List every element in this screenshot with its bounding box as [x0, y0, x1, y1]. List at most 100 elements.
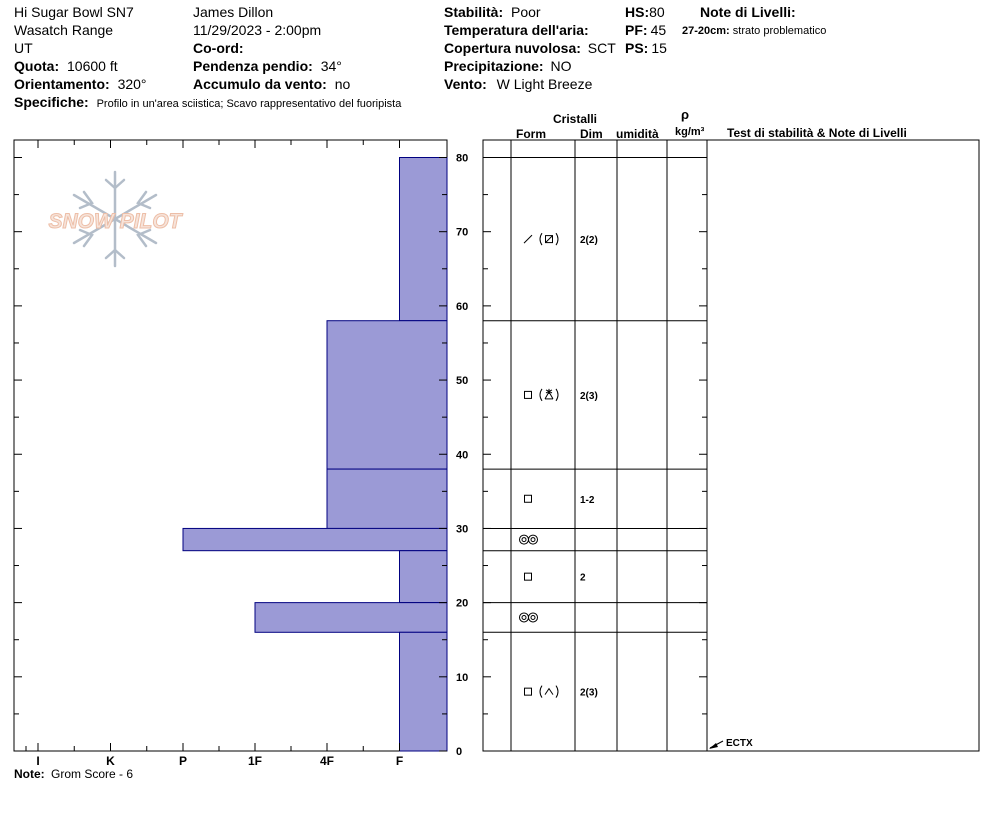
- ps-label: PS:: [625, 40, 649, 56]
- y-tick-label: 30: [456, 523, 468, 535]
- crystal-form-cell: [519, 612, 538, 623]
- observer: James Dillon: [193, 4, 274, 20]
- layer-table: [482, 139, 980, 752]
- ps-value: 15: [651, 40, 667, 56]
- crystal-form-cell: [524, 494, 532, 503]
- precip: Precipitazione: NO: [444, 58, 571, 74]
- layer-note-text: strato problematico: [732, 25, 827, 37]
- crystal-size-label: 2(3): [580, 688, 598, 699]
- state: UT: [14, 40, 33, 56]
- y-tick-label: 10: [456, 672, 468, 684]
- melt-form-icon: [519, 612, 529, 623]
- crystals-header: Cristalli: [553, 112, 598, 126]
- datetime: 11/29/2023 - 2:00pm: [193, 22, 322, 38]
- footer-note: Note: Grom Score - 6: [14, 766, 133, 782]
- specifics-value: Profilo in un'area sciistica; Scavo rapp…: [96, 98, 402, 110]
- y-tick-label: 60: [456, 301, 468, 313]
- slope-label: Pendenza pendio:: [193, 58, 313, 74]
- crystal-size-label: 2(2): [580, 235, 598, 246]
- hardness-bar: [182, 527, 448, 552]
- paren-close-icon: [555, 685, 559, 698]
- hardness-bar: [399, 550, 448, 604]
- note-label: Note:: [14, 767, 45, 781]
- sky: Copertura nuvolosa: SCT: [444, 40, 616, 56]
- surface-hoar-icon: [545, 389, 553, 394]
- hardness-bar: [326, 468, 448, 529]
- x-tick-label: F: [396, 754, 403, 768]
- crystal-size-label: 2: [580, 573, 586, 584]
- faceted-crystal-icon: [524, 687, 532, 696]
- wind-loading-value: no: [334, 76, 351, 92]
- melt-form-icon: [528, 534, 538, 545]
- test-pointer-arrowhead: [709, 743, 718, 749]
- melt-form-icon: [528, 612, 538, 623]
- form-header: Form: [516, 127, 546, 141]
- snowpilot-logo: SNOW PILOT: [48, 170, 184, 268]
- melt-form-icon: [530, 614, 536, 620]
- crystal-size-label: 1-2: [580, 495, 595, 506]
- y-tick-label: 20: [456, 598, 468, 610]
- precipitation-particle-icon: [545, 235, 553, 244]
- specifics-label: Specifiche:: [14, 94, 89, 110]
- precip-label: Precipitazione:: [444, 58, 544, 74]
- elevation: Quota: 10600 ft: [14, 58, 118, 74]
- precipitation-particle-icon: [545, 235, 553, 243]
- faceted-crystal-icon: [524, 390, 532, 399]
- x-tick-label: P: [179, 754, 187, 768]
- slope: Pendenza pendio: 34°: [193, 58, 342, 74]
- hs-value: 80: [649, 4, 665, 20]
- x-tick-label: I: [36, 754, 39, 768]
- test-label: ECTX: [726, 738, 753, 749]
- depth-hoar-icon: [544, 687, 554, 695]
- air-temp-label: Temperatura dell'aria:: [444, 22, 589, 38]
- slope-value: 34°: [320, 58, 342, 74]
- hardness-bar: [399, 157, 448, 322]
- wind-loading-label: Accumulo da vento:: [193, 76, 327, 92]
- elevation-value: 10600 ft: [67, 58, 118, 74]
- density-unit-header: kg/m³: [675, 126, 705, 138]
- crystal-form-cell: [523, 232, 559, 246]
- location: Hi Sugar Bowl SN7: [14, 4, 134, 20]
- wind: Vento: W Light Breeze: [444, 76, 592, 92]
- wind-value: W Light Breeze: [496, 76, 593, 92]
- aspect: Orientamento: 320°: [14, 76, 147, 92]
- paren-close-icon: [555, 232, 559, 246]
- paren-open-icon: [539, 685, 543, 698]
- y-tick-label: 80: [456, 153, 468, 165]
- ps: PS: 15: [625, 40, 667, 56]
- decomposing-fragment-icon: [523, 234, 533, 244]
- crystal-form-cell: [524, 685, 559, 698]
- test-annotation: ECTX: [709, 738, 753, 749]
- y-tick-label: 40: [456, 449, 468, 461]
- rho-header: ρ: [681, 107, 690, 122]
- crystal-form-cell: [524, 572, 532, 581]
- y-tick-label: 70: [456, 227, 468, 239]
- paren-close-icon: [555, 388, 559, 402]
- elevation-label: Quota:: [14, 58, 60, 74]
- aspect-value: 320°: [117, 76, 147, 92]
- pf-value: 45: [650, 22, 667, 38]
- x-tick-label: 1F: [248, 754, 262, 768]
- wind-label: Vento:: [444, 76, 487, 92]
- x-tick-label: K: [106, 754, 115, 768]
- crystal-form-cell: [519, 534, 538, 545]
- y-tick-label: 50: [456, 375, 468, 387]
- wind-loading: Accumulo da vento: no: [193, 76, 350, 92]
- melt-form-icon: [521, 537, 527, 543]
- snowflake-icon: [72, 170, 158, 268]
- moisture-header: umidità: [616, 127, 659, 141]
- hs-label: HS:: [625, 4, 650, 20]
- dim-header: Dim: [580, 127, 603, 141]
- range: Wasatch Range: [14, 22, 114, 38]
- crystal-size-label: 2(3): [580, 391, 598, 402]
- stability-label: Stabilità:: [444, 4, 504, 20]
- note-value: Grom Score - 6: [51, 767, 134, 781]
- paren-open-icon: [539, 388, 543, 402]
- pf: PF: 45: [625, 22, 666, 38]
- pf-label: PF:: [625, 22, 648, 38]
- precip-value: NO: [550, 58, 572, 74]
- faceted-crystal-icon: [524, 572, 532, 581]
- coord-label: Co-ord:: [193, 40, 244, 56]
- stability: Stabilità: Poor: [444, 4, 541, 20]
